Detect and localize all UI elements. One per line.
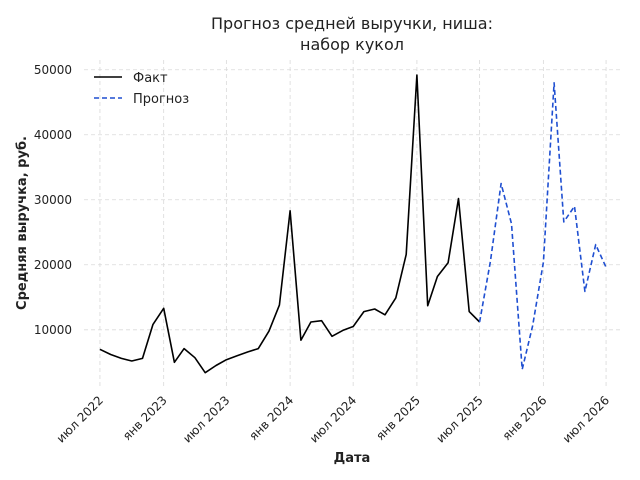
- chart-title-line-2: набор кукол: [300, 35, 404, 54]
- grid: [84, 60, 622, 387]
- x-tick-label: янв 2024: [246, 393, 296, 443]
- series-lines: [99, 74, 607, 374]
- x-tick-label: янв 2026: [500, 393, 550, 443]
- y-axis-title: Средняя выручка, руб.: [15, 136, 30, 310]
- x-tick-label: янв 2025: [373, 393, 423, 443]
- x-tick-label: июл 2022: [54, 393, 106, 445]
- x-tick-label: июл 2024: [307, 393, 359, 445]
- x-tick-label: июл 2026: [560, 393, 612, 445]
- y-axis-ticks: 10000 20000 30000 40000 50000: [34, 63, 72, 337]
- legend-label-fact: Факт: [133, 71, 168, 86]
- y-tick-label: 50000: [34, 63, 72, 77]
- x-axis-ticks: июл 2022 янв 2023 июл 2023 янв 2024 июл 2024…: [54, 393, 612, 445]
- y-tick-label: 10000: [34, 323, 72, 337]
- series-line-forecast: [478, 82, 607, 371]
- chart-title-line-1: Прогноз средней выручки, ниша:: [211, 14, 493, 33]
- y-tick-label: 30000: [34, 193, 72, 207]
- y-tick-label: 40000: [34, 128, 72, 142]
- legend-label-forecast: Прогноз: [133, 92, 189, 107]
- x-tick-label: июл 2023: [180, 393, 232, 445]
- x-tick-label: янв 2023: [120, 393, 170, 443]
- y-tick-label: 20000: [34, 258, 72, 272]
- legend: Факт Прогноз: [94, 71, 189, 107]
- series-line-fact: [99, 74, 481, 374]
- x-tick-label: июл 2025: [433, 393, 485, 445]
- x-axis-title: Дата: [334, 451, 371, 466]
